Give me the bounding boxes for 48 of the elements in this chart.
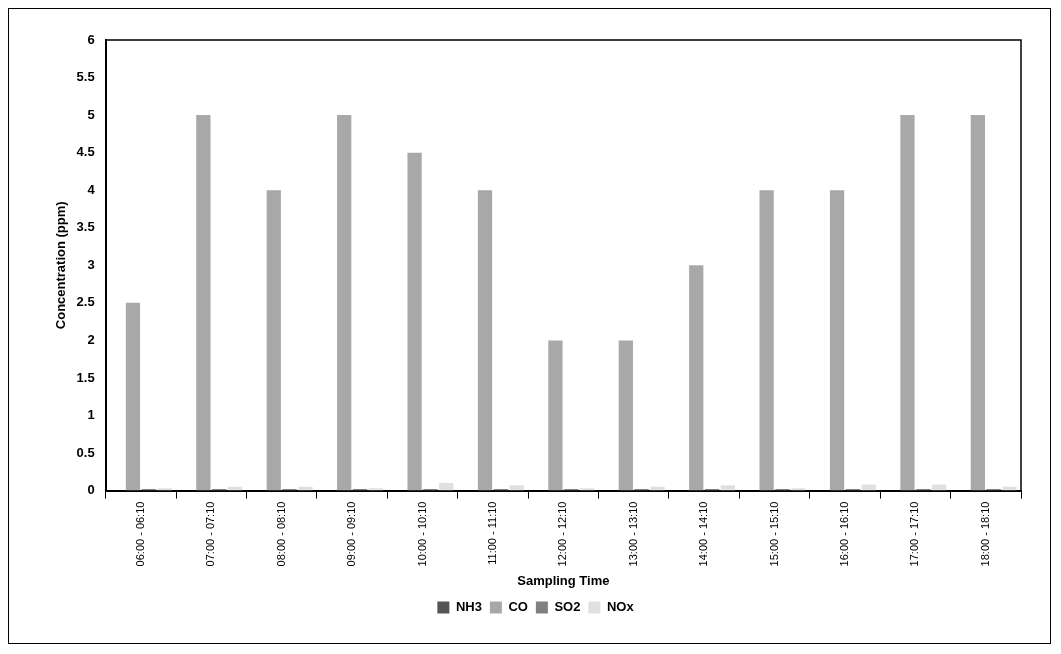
y-tick-label: 2.5 (76, 294, 95, 310)
legend-label: SO2 (554, 599, 581, 615)
bar (689, 265, 704, 491)
bar (759, 190, 774, 491)
x-tick-label: 18:00 - 18:10 (978, 501, 991, 567)
y-tick-label: 3 (87, 256, 95, 272)
bar (439, 483, 454, 491)
y-tick-label: 1.5 (76, 369, 95, 385)
x-tick-label: 07:00 - 07:10 (204, 501, 217, 567)
y-tick-label: 0 (87, 482, 95, 498)
y-tick-label: 4.5 (76, 144, 95, 160)
x-tick-label: 09:00 - 09:10 (345, 501, 358, 567)
bar (477, 190, 493, 491)
x-tick-label: 15:00 - 15:10 (767, 501, 780, 567)
x-tick-label: 16:00 - 16:10 (838, 501, 851, 567)
legend-label: NH3 (455, 599, 482, 615)
y-tick-label: 0.5 (76, 444, 95, 460)
legend-label: NOx (606, 599, 635, 615)
y-axis-title: Concentration (ppm) (53, 201, 69, 330)
bar (829, 190, 845, 491)
bar (509, 485, 524, 491)
y-tick-label: 4 (87, 181, 96, 197)
x-tick-label: 12:00 - 12:10 (556, 501, 569, 567)
x-tick-label: 13:00 - 13:10 (626, 501, 639, 567)
x-tick-label: 06:00 - 06:10 (133, 501, 146, 567)
y-tick-label: 2 (87, 331, 95, 347)
x-tick-label: 10:00 - 10:10 (415, 501, 428, 567)
y-tick-label: 3.5 (76, 219, 95, 235)
bar (266, 190, 281, 491)
bar (720, 485, 736, 491)
y-tick-label: 6 (87, 31, 95, 47)
x-tick-label: 14:00 - 14:10 (697, 501, 710, 567)
x-tick-label: 11:00 - 11:10 (485, 501, 498, 565)
bar (337, 115, 352, 491)
y-tick-label: 1 (87, 407, 95, 423)
x-tick-label: 08:00 - 08:10 (274, 501, 287, 567)
bar (970, 115, 985, 491)
y-tick-label: 5 (87, 106, 95, 122)
y-tick-label: 5.5 (76, 69, 95, 85)
bar (900, 115, 915, 491)
x-tick-label: 17:00 - 17:10 (908, 501, 921, 567)
bar (618, 340, 633, 491)
bar (407, 152, 422, 491)
bar (548, 340, 563, 491)
bar (125, 302, 141, 491)
x-axis-title: Sampling Time (517, 572, 610, 588)
legend-label: CO (508, 599, 528, 615)
bar (196, 115, 211, 491)
